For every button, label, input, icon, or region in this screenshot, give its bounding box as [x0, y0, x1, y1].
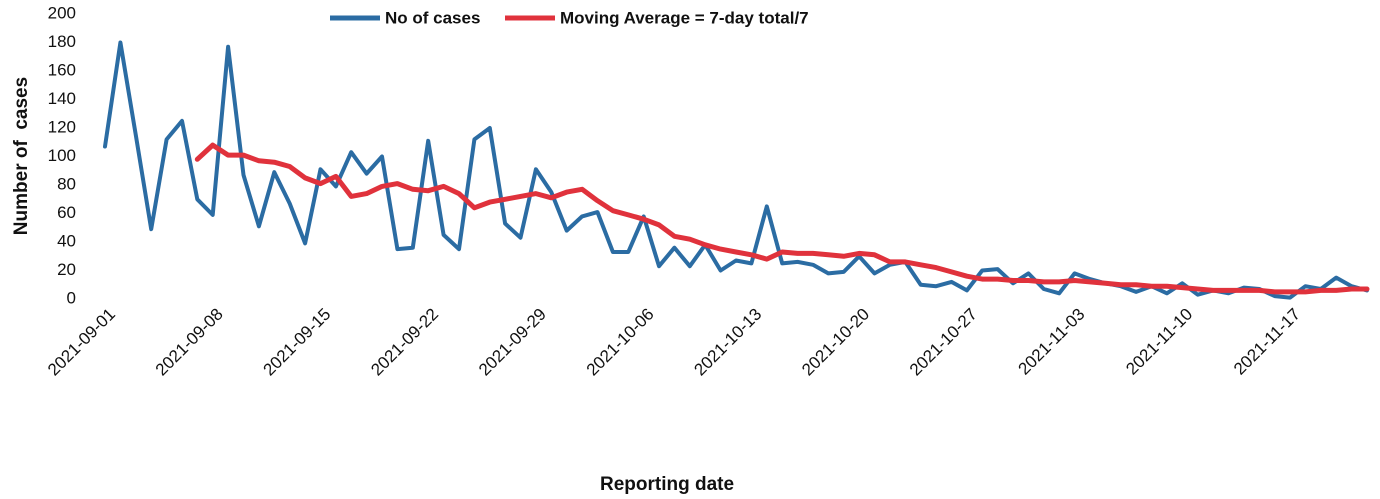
y-tick-label: 200: [48, 3, 76, 22]
y-tick-label: 140: [48, 89, 76, 108]
y-axis-title: Number of cases: [11, 77, 32, 235]
y-tick-label: 180: [48, 32, 76, 51]
data-line: [194, 142, 1370, 295]
y-tick-label: 100: [48, 146, 76, 165]
x-tick-label: 2021-11-17: [1230, 305, 1304, 379]
x-tick-label: 2021-09-08: [152, 305, 227, 380]
y-tick-label: 40: [57, 231, 76, 250]
y-tick-label: 120: [48, 117, 76, 136]
x-tick-label: 2021-11-10: [1122, 305, 1196, 379]
x-tick-label: 2021-10-06: [583, 305, 658, 380]
x-tick-label: 2021-09-29: [475, 305, 550, 380]
y-tick-label: 20: [57, 260, 76, 279]
x-tick-label: 2021-11-03: [1015, 305, 1089, 379]
x-tick-label: 2021-09-15: [260, 305, 335, 380]
x-tick-label: 2021-09-01: [44, 305, 119, 380]
y-tick-label: 60: [57, 203, 76, 222]
y-tick-label: 0: [67, 288, 76, 307]
y-tick-label: 80: [57, 174, 76, 193]
y-tick-label: 160: [48, 60, 76, 79]
x-tick-label: 2021-10-13: [690, 305, 765, 380]
legend-label: No of cases: [385, 8, 480, 27]
legend-label: Moving Average = 7-day total/7: [560, 8, 809, 27]
x-tick-label: 2021-10-20: [798, 305, 873, 380]
x-axis-title: Reporting date: [600, 474, 734, 495]
x-tick-label: 2021-09-22: [367, 305, 442, 380]
x-tick-label: 2021-10-27: [906, 305, 981, 380]
